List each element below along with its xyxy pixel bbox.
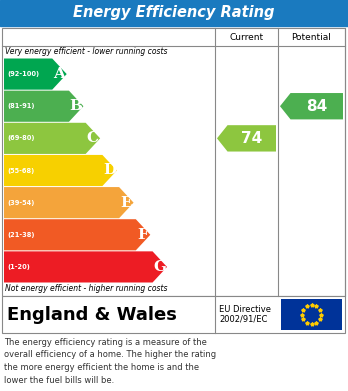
Text: G: G [153,260,166,274]
Polygon shape [4,219,150,250]
Bar [0,0,348,26]
Text: B: B [70,99,83,113]
Text: (81-91): (81-91) [7,103,34,109]
Bar [2,28,345,296]
Polygon shape [4,251,167,283]
Text: 84: 84 [306,99,327,114]
Text: 2002/91/EC: 2002/91/EC [219,315,267,324]
Text: Not energy efficient - higher running costs: Not energy efficient - higher running co… [5,284,167,293]
Text: D: D [103,163,116,178]
Polygon shape [4,91,84,122]
Text: E: E [120,196,132,210]
Text: (1-20): (1-20) [7,264,30,270]
Text: A: A [54,67,65,81]
Text: England & Wales: England & Wales [7,305,177,323]
Text: (21-38): (21-38) [7,232,34,238]
Text: (39-54): (39-54) [7,200,34,206]
Text: F: F [137,228,149,242]
Text: the more energy efficient the home is and the: the more energy efficient the home is an… [4,363,199,372]
Polygon shape [4,59,67,90]
Bar [281,299,342,330]
Polygon shape [4,123,100,154]
Text: (92-100): (92-100) [7,71,39,77]
Polygon shape [4,187,134,218]
Polygon shape [4,155,117,186]
Text: (69-80): (69-80) [7,135,34,142]
Polygon shape [280,93,343,119]
Text: Energy Efficiency Rating: Energy Efficiency Rating [73,5,275,20]
Text: Very energy efficient - lower running costs: Very energy efficient - lower running co… [5,47,167,56]
Text: Potential: Potential [292,32,331,41]
Text: lower the fuel bills will be.: lower the fuel bills will be. [4,376,114,385]
Text: The energy efficiency rating is a measure of the: The energy efficiency rating is a measur… [4,337,207,346]
Text: (55-68): (55-68) [7,167,34,174]
Text: overall efficiency of a home. The higher the rating: overall efficiency of a home. The higher… [4,350,216,359]
Bar [2,296,345,333]
Text: Current: Current [229,32,263,41]
Polygon shape [217,125,276,152]
Text: 74: 74 [241,131,262,146]
Text: C: C [87,131,99,145]
Text: EU Directive: EU Directive [219,305,271,314]
